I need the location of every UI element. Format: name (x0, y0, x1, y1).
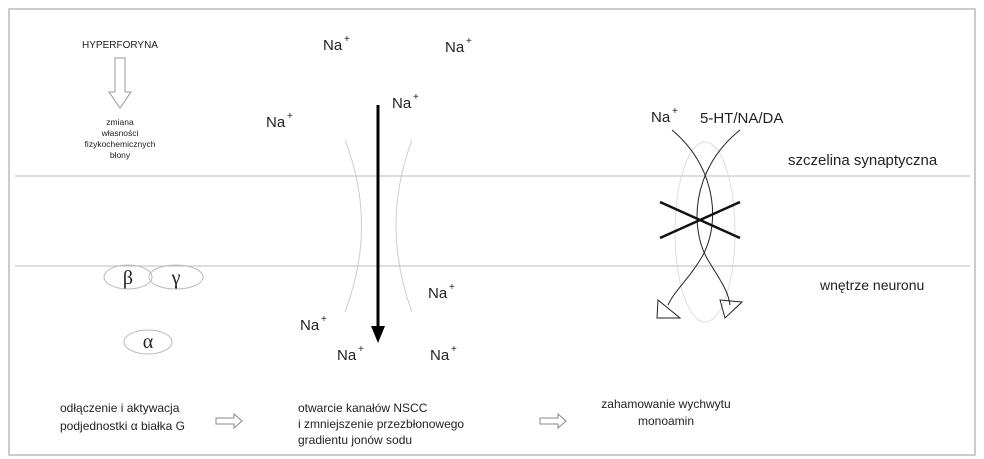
ion-symbol: Na (430, 347, 450, 364)
gamma-label: γ (171, 267, 181, 289)
hyperforin-label: HYPERFORYNA (82, 40, 158, 51)
arrow-head (371, 326, 385, 343)
effect-line: zmiana (106, 117, 134, 127)
channel-wall (396, 140, 412, 312)
channel-wall (345, 140, 362, 312)
step-text: zahamowanie wychwytu (601, 397, 730, 411)
step-arrow (216, 414, 242, 428)
step-text: i zmniejszenie przezbłonowego (298, 417, 464, 431)
ion-symbol: Na (300, 317, 320, 334)
ion-symbol: Na (323, 37, 343, 54)
arrow-head (657, 300, 680, 318)
effect-line: błony (110, 150, 131, 160)
ion-symbol: Na (428, 285, 448, 302)
ions: Na+Na+Na+Na+Na+Na+Na+Na+Na+ (266, 34, 678, 364)
step-text: otwarcie kanałów NSCC (298, 401, 428, 415)
ion-charge: + (287, 111, 293, 122)
step-text: podjednostki α białka G (60, 419, 185, 433)
ion-symbol: Na (392, 95, 412, 112)
diagram: HYPERFORYNA zmiana własności fizykochemi… (0, 0, 984, 459)
alpha-label: α (143, 331, 154, 353)
step-text: gradientu jonów sodu (298, 433, 412, 447)
ion-charge: + (451, 344, 457, 355)
beta-label: β (123, 267, 133, 289)
effect-line: fizykochemicznych (85, 139, 156, 149)
frame (9, 9, 975, 455)
ion-charge: + (321, 314, 327, 325)
substrate-label: 5-HT/NA/DA (700, 110, 783, 127)
ion-symbol: Na (651, 109, 671, 126)
ion-charge: + (672, 106, 678, 117)
ion-charge: + (344, 34, 350, 45)
ion-charge: + (466, 36, 472, 47)
ion-charge: + (449, 282, 455, 293)
region-label: szczelina synaptyczna (788, 152, 938, 169)
step-arrow (540, 414, 566, 428)
ion-charge: + (413, 92, 419, 103)
down-arrow (109, 58, 131, 108)
step-text: monoamin (638, 414, 694, 428)
ion-charge: + (358, 344, 364, 355)
ion-symbol: Na (445, 39, 465, 56)
effect-line: własności (101, 128, 139, 138)
ion-symbol: Na (266, 114, 286, 131)
step-text: odłączenie i aktywacja (60, 401, 180, 415)
ion-symbol: Na (337, 347, 357, 364)
region-label: wnętrze neuronu (819, 277, 924, 293)
page: HYPERFORYNA zmiana własności fizykochemi… (0, 0, 984, 459)
